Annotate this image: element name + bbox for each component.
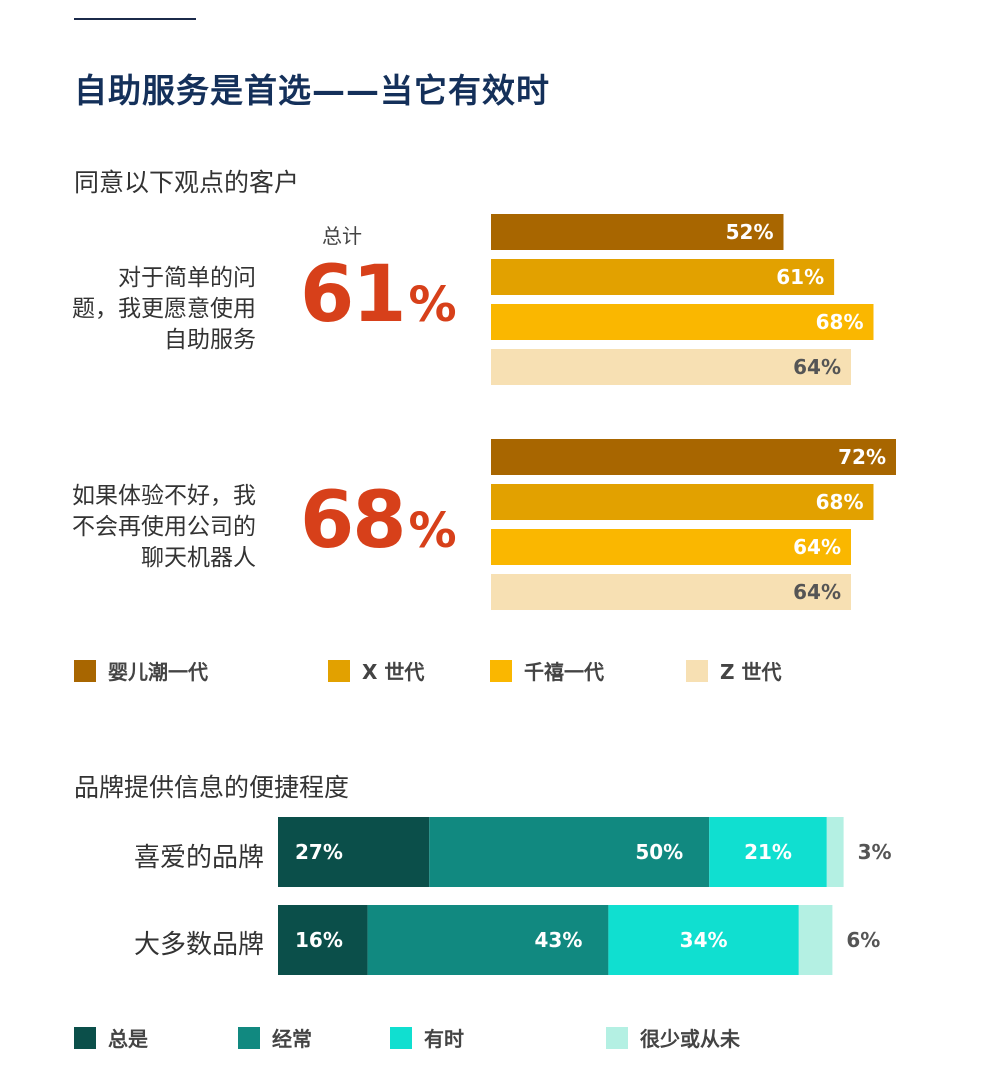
legend-label-boomers: 婴儿潮一代 (108, 660, 208, 684)
question-2-total-value: 68 (300, 476, 407, 566)
legend-label-always: 总是 (108, 1027, 148, 1051)
segment-label-most-brands-always: 16% (295, 928, 343, 952)
page-title: 自助服务是首选——当它有效时 (74, 71, 550, 110)
chart2-title: 品牌提供信息的便捷程度 (74, 773, 350, 802)
top-rule (74, 18, 196, 20)
legend-item-genz: Z 世代 (686, 656, 781, 685)
bar-label-q2-genx: 68% (816, 490, 864, 514)
question-1-line-1: 对于简单的问 (118, 265, 256, 291)
legend-label-rarely: 很少或从未 (640, 1027, 740, 1051)
question-1-text: 对于简单的问 题，我更愿意使用 自助服务 (6, 263, 256, 356)
segment-favorite-brands-often (429, 817, 710, 887)
segment-most-brands-often (367, 905, 609, 975)
question-1-total-value: 61 (300, 250, 407, 340)
bar-label-q2-genz: 64% (793, 580, 841, 604)
legend-item-always: 总是 (74, 1023, 148, 1052)
segment-most-brands-rarely (798, 905, 833, 975)
bar-q2-millennials (491, 529, 851, 565)
total-label: 总计 (322, 224, 362, 248)
bar-label-q1-millennials: 68% (816, 310, 864, 334)
legend-swatch-genz (686, 659, 708, 682)
legend-item-often: 经常 (238, 1023, 312, 1052)
legend-swatch-millennials (490, 659, 512, 682)
segment-favorite-brands-always (278, 817, 430, 887)
bar-q1-genx (491, 259, 835, 295)
question-2-total-sign: % (408, 503, 457, 559)
legend-swatch-genx (328, 659, 350, 682)
legend-label-sometimes: 有时 (424, 1027, 464, 1051)
segment-label-most-brands-sometimes: 34% (680, 928, 728, 952)
stacked-bar-chart: 27% 50% 21% 3% 16% 43% 34% 6% (278, 817, 892, 975)
segment-most-brands-sometimes (608, 905, 799, 975)
bar-q1-millennials (491, 304, 874, 340)
legend-label-millennials: 千禧一代 (524, 660, 604, 684)
legend-swatch-always (74, 1026, 96, 1049)
segment-label-favorite-brands-rarely: 3% (858, 840, 892, 864)
legend-label-often: 经常 (272, 1027, 312, 1051)
bar-q1-genz (491, 349, 851, 385)
category-label-favorite-brands: 喜爱的品牌 (133, 843, 264, 873)
bar-label-q1-genx: 61% (776, 265, 824, 289)
segment-label-most-brands-rarely: 6% (846, 928, 880, 952)
question-2-line-2: 不会再使用公司的 (72, 514, 256, 540)
bar-q2-boomers (491, 439, 896, 475)
segment-label-favorite-brands-sometimes: 21% (744, 840, 792, 864)
segment-label-favorite-brands-often: 50% (635, 840, 683, 864)
question-1-total: 61% (300, 250, 457, 340)
segment-label-favorite-brands-always: 27% (295, 840, 343, 864)
legend-item-millennials: 千禧一代 (490, 656, 604, 685)
legend-swatch-rarely (606, 1026, 628, 1049)
bar-q2-genx (491, 484, 874, 520)
bar-q1-boomers (491, 214, 784, 250)
legend-swatch-sometimes (390, 1026, 412, 1049)
bar-label-q1-genz: 64% (793, 355, 841, 379)
legend-label-genz: Z 世代 (720, 660, 782, 684)
chart1-title: 同意以下观点的客户 (74, 168, 300, 197)
legend-swatch-boomers (74, 659, 96, 682)
question-2-line-1: 如果体验不好，我 (72, 483, 256, 509)
question-1-line-2: 题，我更愿意使用 (72, 296, 256, 322)
category-label-most-brands: 大多数品牌 (133, 930, 264, 960)
generation-bar-chart: 52%61% 68% 64% 72% 68% 64% 64% (491, 214, 896, 610)
legend-item-sometimes: 有时 (390, 1023, 464, 1052)
bar-label-q1-boomers: 52% (726, 220, 774, 244)
legend-item-boomers: 婴儿潮一代 (74, 656, 208, 685)
bar-label-q2-boomers: 72% (838, 445, 886, 469)
question-1-line-3: 自助服务 (164, 327, 256, 353)
question-2-text: 如果体验不好，我 不会再使用公司的 聊天机器人 (6, 481, 256, 574)
bar-label-q2-millennials: 64% (793, 535, 841, 559)
legend-item-rarely: 很少或从未 (606, 1023, 740, 1052)
bar-q2-genz (491, 574, 851, 610)
legend-swatch-often (238, 1026, 260, 1049)
segment-favorite-brands-sometimes (709, 817, 827, 887)
legend-item-genx: X 世代 (328, 656, 424, 685)
question-1-total-sign: % (408, 277, 457, 333)
legend-label-genx: X 世代 (362, 660, 425, 684)
segment-label-most-brands-often: 43% (535, 928, 583, 952)
segment-most-brands-always (278, 905, 368, 975)
question-2-total: 68% (300, 476, 457, 566)
question-2-line-3: 聊天机器人 (141, 545, 256, 571)
segment-favorite-brands-rarely (826, 817, 844, 887)
